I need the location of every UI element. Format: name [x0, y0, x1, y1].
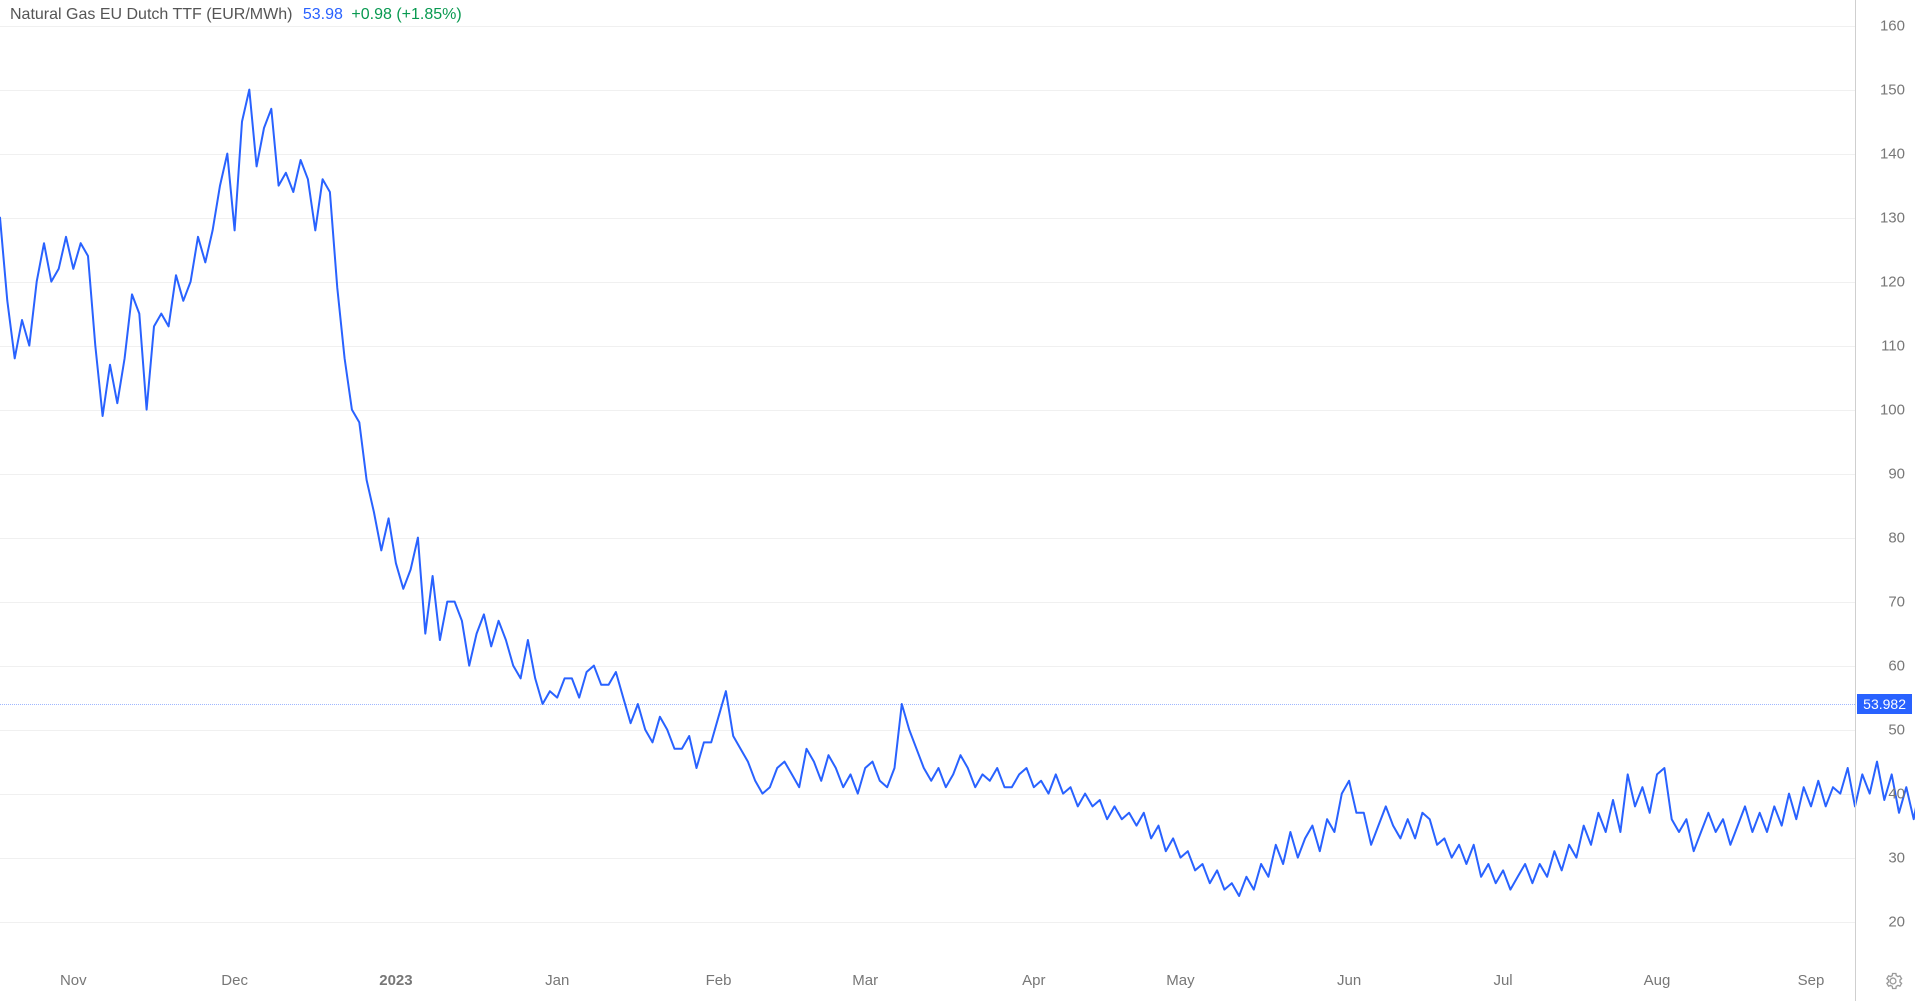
y-tick-label: 80: [1888, 529, 1905, 546]
x-tick-label: May: [1166, 972, 1194, 989]
line-series: [0, 0, 1915, 1001]
y-tick-label: 40: [1888, 785, 1905, 802]
gear-icon: [1883, 971, 1903, 991]
y-tick-label: 130: [1880, 209, 1905, 226]
x-tick-label: Apr: [1022, 972, 1045, 989]
y-tick-label: 70: [1888, 593, 1905, 610]
x-tick-label: Mar: [852, 972, 878, 989]
y-tick-label: 20: [1888, 913, 1905, 930]
y-tick-label: 140: [1880, 145, 1905, 162]
last-price-tag-value: 53.982: [1863, 696, 1906, 712]
y-axis-line: [1855, 0, 1856, 1001]
y-tick-label: 50: [1888, 721, 1905, 738]
x-tick-label: Jan: [545, 972, 569, 989]
x-tick-label: Jun: [1337, 972, 1361, 989]
chart-legend: Natural Gas EU Dutch TTF (EUR/MWh) 53.98…: [10, 6, 462, 24]
last-price-tag: 53.982: [1857, 694, 1912, 714]
y-tick-label: 60: [1888, 657, 1905, 674]
y-tick-label: 90: [1888, 465, 1905, 482]
chart-settings-button[interactable]: [1883, 971, 1903, 991]
price-change-pct: (+1.85%): [396, 6, 461, 23]
x-tick-label: Aug: [1644, 972, 1671, 989]
price-change: +0.98 (+1.85%): [351, 6, 461, 23]
x-tick-label: Nov: [60, 972, 87, 989]
last-price: 53.98: [303, 6, 343, 23]
y-tick-label: 30: [1888, 849, 1905, 866]
x-tick-label: Jul: [1493, 972, 1512, 989]
y-tick-label: 160: [1880, 17, 1905, 34]
x-tick-label: 2023: [379, 972, 412, 989]
x-tick-label: Sep: [1798, 972, 1825, 989]
price-change-abs: +0.98: [351, 6, 391, 23]
y-tick-label: 120: [1880, 273, 1905, 290]
price-polyline: [0, 90, 1915, 896]
price-chart: 20 30 40 50 60 70 80 90 100 110 120 130 140 150 160 53…: [0, 0, 1915, 1001]
x-tick-label: Dec: [221, 972, 248, 989]
y-tick-label: 100: [1880, 401, 1905, 418]
x-axis: NovDec2023JanFebMarAprMayJunJulAugSepOct: [0, 961, 1855, 1001]
y-tick-label: 110: [1881, 337, 1905, 354]
x-tick-label: Feb: [706, 972, 732, 989]
y-tick-label: 150: [1880, 81, 1905, 98]
y-axis: 20 30 40 50 60 70 80 90 100 110 120 130 140 150 160 53…: [1855, 0, 1915, 1001]
instrument-title: Natural Gas EU Dutch TTF (EUR/MWh): [10, 6, 292, 23]
